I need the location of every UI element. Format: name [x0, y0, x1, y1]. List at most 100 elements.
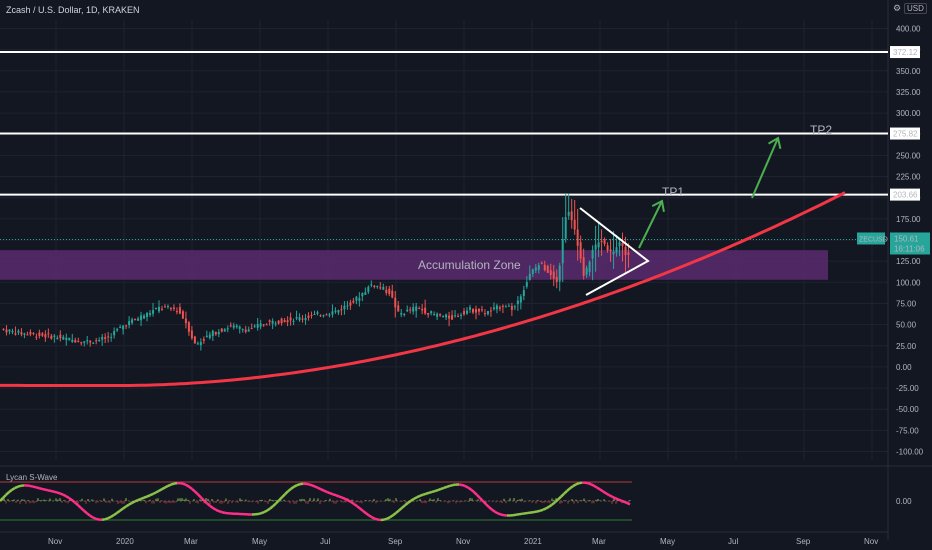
candle-body[interactable]: [268, 320, 271, 322]
candle-body[interactable]: [128, 321, 131, 326]
candle-body[interactable]: [250, 328, 253, 330]
candle-body[interactable]: [71, 339, 74, 342]
candle-body[interactable]: [11, 330, 14, 333]
candle-body[interactable]: [125, 325, 128, 327]
candle-body[interactable]: [110, 336, 113, 338]
candle-body[interactable]: [519, 296, 522, 303]
candle-body[interactable]: [394, 297, 397, 308]
candle-body[interactable]: [319, 315, 322, 317]
candle-body[interactable]: [262, 324, 265, 326]
candle-body[interactable]: [480, 309, 483, 311]
candle-body[interactable]: [68, 337, 71, 341]
candle-body[interactable]: [489, 310, 492, 312]
candle-body[interactable]: [525, 282, 528, 287]
candle-body[interactable]: [409, 309, 412, 311]
candle-body[interactable]: [29, 332, 32, 335]
candle-body[interactable]: [140, 315, 143, 321]
candle-body[interactable]: [382, 287, 385, 290]
candle-body[interactable]: [486, 311, 489, 315]
symmetrical-triangle[interactable]: [579, 207, 650, 296]
candle-body[interactable]: [612, 251, 615, 255]
candle-body[interactable]: [451, 315, 454, 320]
candle-body[interactable]: [181, 311, 184, 319]
indicator-title[interactable]: Lycan S-Wave: [6, 473, 58, 482]
candle-body[interactable]: [549, 270, 552, 276]
candle-body[interactable]: [26, 334, 29, 336]
candle-body[interactable]: [92, 342, 95, 344]
candle-body[interactable]: [178, 307, 181, 314]
candle-body[interactable]: [594, 244, 597, 250]
candle-body[interactable]: [507, 305, 510, 307]
candle-body[interactable]: [358, 298, 361, 301]
candle-body[interactable]: [460, 314, 463, 316]
candle-body[interactable]: [415, 306, 418, 311]
candle-body[interactable]: [304, 317, 307, 321]
candle-body[interactable]: [5, 329, 8, 333]
candle-body[interactable]: [501, 305, 504, 307]
settings-icon[interactable]: ⚙: [893, 4, 902, 14]
candle-body[interactable]: [208, 334, 211, 339]
candle-body[interactable]: [472, 309, 474, 313]
candle-body[interactable]: [355, 296, 358, 301]
candle-body[interactable]: [196, 343, 199, 345]
candle-body[interactable]: [406, 309, 409, 312]
candle-body[interactable]: [313, 314, 316, 316]
candle-body[interactable]: [265, 324, 268, 326]
candle-body[interactable]: [388, 288, 391, 294]
candle-body[interactable]: [591, 250, 594, 259]
candle-body[interactable]: [277, 320, 280, 324]
candle-body[interactable]: [618, 242, 621, 247]
candle-body[interactable]: [14, 333, 17, 335]
candle-body[interactable]: [62, 336, 65, 340]
candle-body[interactable]: [80, 342, 83, 344]
accumulation-zone[interactable]: [0, 250, 828, 280]
candle-body[interactable]: [555, 276, 558, 283]
candle-body[interactable]: [199, 342, 202, 346]
candle-body[interactable]: [238, 326, 241, 329]
candle-body[interactable]: [346, 305, 349, 307]
candle-body[interactable]: [211, 330, 214, 337]
candle-body[interactable]: [217, 332, 220, 335]
candle-body[interactable]: [510, 305, 513, 310]
candle-body[interactable]: [495, 305, 498, 310]
candle-body[interactable]: [352, 300, 355, 303]
candle-body[interactable]: [41, 333, 44, 336]
candle-body[interactable]: [474, 309, 477, 313]
candle-body[interactable]: [522, 290, 525, 296]
candle-body[interactable]: [552, 271, 555, 279]
candle-body[interactable]: [483, 313, 486, 315]
candle-body[interactable]: [576, 229, 579, 246]
candle-body[interactable]: [463, 310, 466, 315]
candle-body[interactable]: [588, 261, 591, 273]
candle-body[interactable]: [38, 332, 41, 336]
candle-body[interactable]: [149, 313, 152, 315]
candle-body[interactable]: [513, 306, 516, 308]
candle-body[interactable]: [442, 315, 445, 317]
candle-body[interactable]: [504, 306, 507, 308]
candle-body[interactable]: [190, 330, 193, 339]
candle-body[interactable]: [469, 307, 472, 310]
candle-body[interactable]: [17, 330, 20, 333]
candle-body[interactable]: [247, 329, 250, 332]
candle-body[interactable]: [271, 320, 274, 324]
candle-body[interactable]: [403, 314, 406, 316]
candle-body[interactable]: [579, 242, 582, 259]
candle-body[interactable]: [585, 267, 588, 275]
candle-body[interactable]: [540, 262, 543, 264]
candle-body[interactable]: [205, 335, 208, 338]
currency-badge[interactable]: USD: [904, 3, 927, 14]
candle-body[interactable]: [546, 265, 549, 273]
candle-body[interactable]: [421, 308, 424, 311]
candle-body[interactable]: [325, 314, 328, 316]
candle-body[interactable]: [32, 332, 35, 334]
candle-body[interactable]: [155, 307, 158, 309]
candle-body[interactable]: [439, 314, 442, 316]
candle-body[interactable]: [56, 337, 59, 340]
candle-body[interactable]: [337, 310, 340, 313]
candle-body[interactable]: [83, 341, 86, 343]
candle-body[interactable]: [292, 320, 295, 322]
parabolic-support-curve[interactable]: [0, 191, 846, 387]
candle-body[interactable]: [361, 293, 364, 297]
candle-body[interactable]: [621, 242, 624, 246]
candle-body[interactable]: [259, 323, 262, 327]
